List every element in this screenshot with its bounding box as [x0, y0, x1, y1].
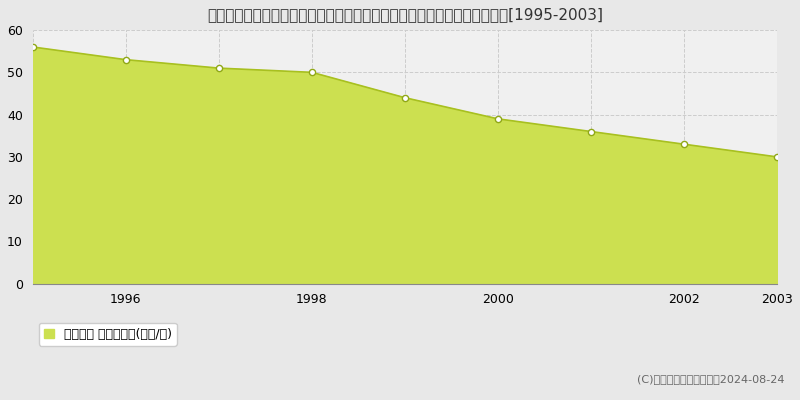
Point — [398, 94, 411, 101]
Text: (C)土地価格ドットコム　2024-08-24: (C)土地価格ドットコム 2024-08-24 — [637, 374, 784, 384]
Legend: 地価公示 平均坪単価(万円/坪): 地価公示 平均坪単価(万円/坪) — [39, 323, 177, 346]
Point — [26, 44, 39, 50]
Point — [212, 65, 225, 71]
Title: 北海道札幌市西区宮の沢２条４丁目３８２番１０内　地価公示　地価推移[1995-2003]: 北海道札幌市西区宮の沢２条４丁目３８２番１０内 地価公示 地価推移[1995-2… — [207, 7, 603, 22]
Point — [119, 56, 132, 63]
Point — [306, 69, 318, 76]
Point — [585, 128, 598, 135]
Point — [678, 141, 690, 148]
Point — [491, 116, 504, 122]
Point — [770, 154, 783, 160]
